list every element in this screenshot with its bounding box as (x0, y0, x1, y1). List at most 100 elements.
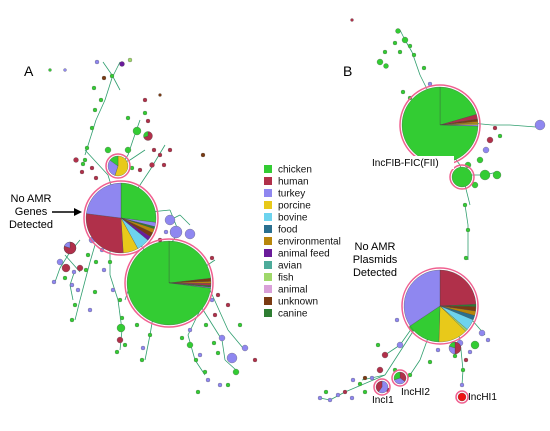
network-edge (102, 61, 113, 76)
panel-b-annotation-line-2: Plasmids (353, 254, 398, 266)
inc-label-inci1: IncI1 (372, 395, 394, 406)
pie-slice (439, 269, 477, 307)
network-node (421, 65, 427, 71)
pie-node (63, 241, 77, 255)
network-node (179, 335, 185, 341)
pie-node (373, 378, 391, 396)
network-node (98, 97, 104, 103)
network-node (132, 126, 142, 136)
legend-swatch (264, 201, 272, 209)
pie-slice (114, 155, 129, 177)
legend-item: environmental (264, 237, 341, 248)
network-node (197, 352, 203, 358)
network-node (362, 389, 368, 395)
network-node (202, 369, 208, 375)
network-node (101, 267, 107, 273)
network-node (476, 156, 484, 164)
network-node (71, 269, 77, 275)
network-node (252, 357, 258, 363)
pie-slice (143, 131, 149, 138)
network-node (482, 146, 490, 154)
pie-node (143, 131, 153, 141)
network-node (140, 345, 146, 351)
pie-halo (83, 180, 159, 256)
network-node (471, 181, 479, 189)
network-node (61, 263, 71, 273)
pie-node (455, 390, 469, 404)
network-node (357, 381, 363, 387)
network-node (376, 366, 384, 374)
network-edge (344, 374, 386, 393)
pie-node (391, 369, 409, 387)
pie-slice (457, 392, 467, 402)
network-node (125, 115, 131, 121)
network-node (435, 347, 441, 353)
pie-slice (451, 166, 473, 188)
network-node (217, 382, 223, 388)
network-node (142, 97, 148, 103)
network-node (83, 267, 89, 273)
network-node (87, 307, 93, 313)
panel-a-label: A (24, 63, 34, 79)
pie-node (401, 267, 479, 345)
network-node (56, 258, 64, 266)
network-node (205, 377, 211, 383)
network-edge (461, 369, 464, 386)
network-node (79, 169, 85, 175)
network-node (76, 264, 84, 272)
network-node (486, 136, 494, 144)
network-edge (104, 77, 113, 101)
network-node (167, 147, 173, 153)
network-node (164, 214, 176, 226)
legend-label: porcine (278, 201, 311, 212)
network-node (392, 40, 398, 46)
network-node (101, 75, 107, 81)
network-node (383, 63, 389, 69)
network-node (394, 317, 400, 323)
legend-item: unknown (264, 297, 318, 308)
legend-item: canine (264, 309, 308, 320)
network-node (73, 157, 79, 163)
network-node (92, 107, 98, 113)
legend-label: animal feed (278, 249, 330, 260)
legend-swatch (264, 249, 272, 257)
network-node (134, 322, 140, 328)
pie-slice (63, 241, 77, 255)
legend-label: animal (278, 285, 307, 296)
network-edge (221, 339, 226, 361)
network-node (195, 389, 201, 395)
network-node (534, 119, 546, 131)
inc-label-inchi1: IncHI1 (468, 392, 497, 403)
network-node (203, 322, 209, 328)
network-nodes (48, 18, 546, 404)
legend-swatch (264, 165, 272, 173)
panel-b-annotation: No AMR Plasmids Detected (353, 241, 398, 279)
pie-node (83, 180, 159, 256)
network-node (327, 397, 333, 403)
legend-item: fish (264, 273, 294, 284)
network-node (116, 336, 124, 344)
inc-labels: IncFIB-FIC(FII) IncI1 IncHI2 IncHI1 (370, 156, 497, 406)
network-node (51, 279, 57, 285)
network-node (479, 169, 491, 181)
legend-swatch (264, 225, 272, 233)
pie-slice (168, 240, 211, 284)
pie-slice (439, 86, 477, 126)
network-node (142, 110, 148, 116)
legend-label: avian (278, 261, 302, 272)
network-node (411, 52, 417, 58)
inc-label-fib-fic: IncFIB-FIC(FII) (372, 158, 439, 169)
network-node (215, 350, 221, 356)
legend-item: food (264, 225, 297, 236)
network-node (91, 85, 97, 91)
network-node (463, 357, 469, 363)
legend-label: food (278, 225, 297, 236)
legend-swatch (264, 273, 272, 281)
network-node (237, 322, 243, 328)
legend-label: human (278, 177, 309, 188)
legend-label: environmental (278, 237, 341, 248)
network-node (117, 297, 123, 303)
pie-node (449, 164, 475, 190)
pie-slice (109, 155, 119, 167)
pie-halo (391, 369, 409, 387)
